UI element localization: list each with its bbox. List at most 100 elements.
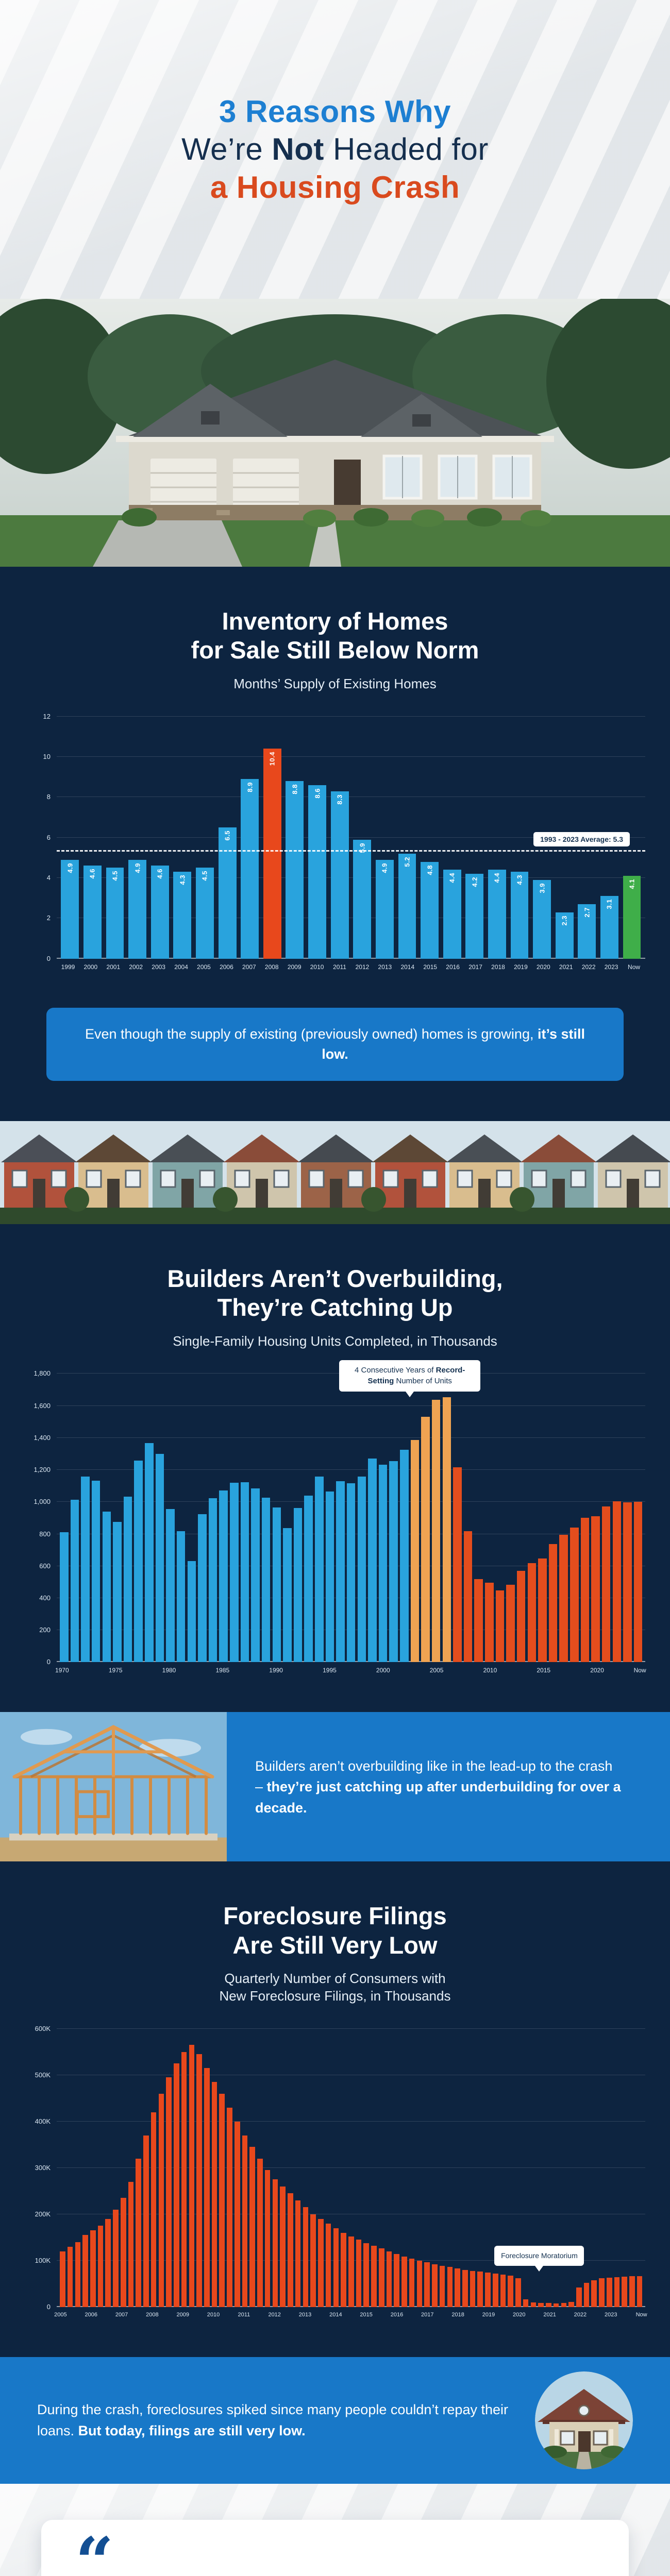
- bar: [219, 1490, 228, 1663]
- bar: [336, 1481, 345, 1663]
- bars: [57, 1374, 645, 1663]
- bar: [629, 2276, 635, 2307]
- bar-cell: [601, 1374, 612, 1663]
- foreclosures-subtitle: Quarterly Number of Consumers with New F…: [219, 1971, 451, 2004]
- bar: [155, 1453, 164, 1663]
- bar: [485, 1583, 494, 1663]
- x-tick-label: 2015: [537, 1667, 551, 1674]
- gridline: [57, 796, 645, 798]
- bar: [67, 2246, 73, 2307]
- bar-cell: [606, 2029, 613, 2307]
- bar-cell: 2.3: [553, 717, 576, 959]
- bar-cell: [537, 2029, 545, 2307]
- bar-cell: [218, 2029, 226, 2307]
- x-tick-label: 2023: [604, 963, 618, 971]
- bar: [280, 2186, 286, 2307]
- bar-value-label: 4.5: [111, 871, 119, 881]
- x-tick-label: 2000: [376, 1667, 390, 1674]
- y-tick-label: 0: [46, 2302, 51, 2311]
- bar: [75, 2242, 81, 2307]
- bar: [219, 2093, 225, 2307]
- x-tick-label: 2005: [197, 963, 211, 971]
- bar: [495, 1590, 505, 1663]
- bar: [176, 1531, 186, 1663]
- bar-cell: [89, 2029, 97, 2307]
- bar: [570, 1528, 579, 1663]
- x-tick-label: 2016: [390, 2311, 404, 2318]
- x-tick-label: 2009: [176, 2311, 189, 2318]
- bar-cell: [410, 1374, 421, 1663]
- bar-value-label: 6.5: [223, 831, 231, 841]
- bar-cell: [208, 1374, 219, 1663]
- y-tick-label: 1,000: [34, 1498, 51, 1506]
- bar-cell: [613, 2029, 621, 2307]
- bar-cell: [575, 2029, 583, 2307]
- bar: 4.5: [106, 868, 124, 959]
- row-houses-image: [0, 1121, 670, 1224]
- bar-cell: [569, 1374, 580, 1663]
- y-tick-label: 1,800: [34, 1369, 51, 1378]
- bar-cell: [303, 1374, 314, 1663]
- bar: [357, 1476, 366, 1663]
- bar: 5.2: [398, 853, 416, 959]
- bar: [102, 1512, 111, 1663]
- bar-cell: [452, 1374, 463, 1663]
- section-builders: Builders Aren’t Overbuilding, They’re Ca…: [0, 1224, 670, 1862]
- bar: [234, 2121, 240, 2307]
- bar: [91, 1481, 100, 1663]
- foreclosures-callout-text: During the crash, foreclosures spiked si…: [37, 2402, 508, 2438]
- bar-cell: [97, 2029, 105, 2307]
- bar: [431, 1400, 441, 1663]
- bar-cell: [233, 2029, 241, 2307]
- x-tick-label: 2000: [83, 963, 98, 971]
- bar: [325, 1491, 334, 1663]
- bar-value-label: 4.4: [448, 873, 456, 883]
- bar: [455, 2268, 460, 2307]
- bar-cell: [484, 2029, 492, 2307]
- bar-value-label: 4.2: [471, 877, 479, 887]
- bar-cell: [439, 2029, 446, 2307]
- x-tick-label: 2023: [605, 2311, 617, 2318]
- bar-cell: [416, 2029, 424, 2307]
- bar: [208, 1498, 217, 1663]
- bar-cell: [294, 2029, 302, 2307]
- bar: [515, 2278, 521, 2307]
- x-tick-label: 2001: [106, 963, 121, 971]
- bar-cell: 4.6: [148, 717, 171, 959]
- bar-cell: [454, 2029, 461, 2307]
- bar-value-label: 4.9: [380, 862, 389, 873]
- bar: [623, 1502, 632, 1663]
- bar-cell: [507, 2029, 514, 2307]
- bar-cell: [548, 1374, 559, 1663]
- bar: [439, 2265, 445, 2307]
- bar-cell: 4.3: [508, 717, 531, 959]
- bar-cell: [248, 2029, 256, 2307]
- bar: [506, 1585, 515, 1663]
- bar: [633, 1502, 643, 1663]
- x-tick-label: 2019: [482, 2311, 495, 2318]
- y-tick-label: 200: [39, 1626, 51, 1634]
- bar: [113, 2209, 119, 2307]
- bar-cell: [621, 2029, 628, 2307]
- bar-value-label: 8.9: [246, 782, 254, 792]
- bar: [166, 2077, 172, 2307]
- bar-cell: [325, 1374, 336, 1663]
- bar: [136, 2158, 141, 2307]
- bar: [389, 1461, 398, 1663]
- bar: [378, 2248, 384, 2307]
- x-tick-label: 2022: [574, 2311, 587, 2318]
- x-tick-label: 2010: [207, 2311, 220, 2318]
- y-tick-label: 12: [43, 712, 51, 720]
- bar-cell: 3.9: [531, 717, 554, 959]
- inventory-chart-x-axis: 1999 2000 2001 2002 2003 2004 2005 2006 2007 2008…: [57, 963, 645, 978]
- y-tick-label: 6: [46, 833, 51, 841]
- bar: 4.4: [488, 870, 506, 959]
- inventory-callout: Even though the supply of existing (prev…: [46, 1007, 624, 1081]
- bar: [462, 2269, 468, 2307]
- bar-cell: [287, 2029, 294, 2307]
- y-tick-label: 400K: [35, 2117, 51, 2125]
- x-tick-label: Now: [633, 1667, 646, 1674]
- bar-cell: [431, 2029, 439, 2307]
- bar-cell: 4.8: [418, 717, 441, 959]
- gridline: [57, 756, 645, 757]
